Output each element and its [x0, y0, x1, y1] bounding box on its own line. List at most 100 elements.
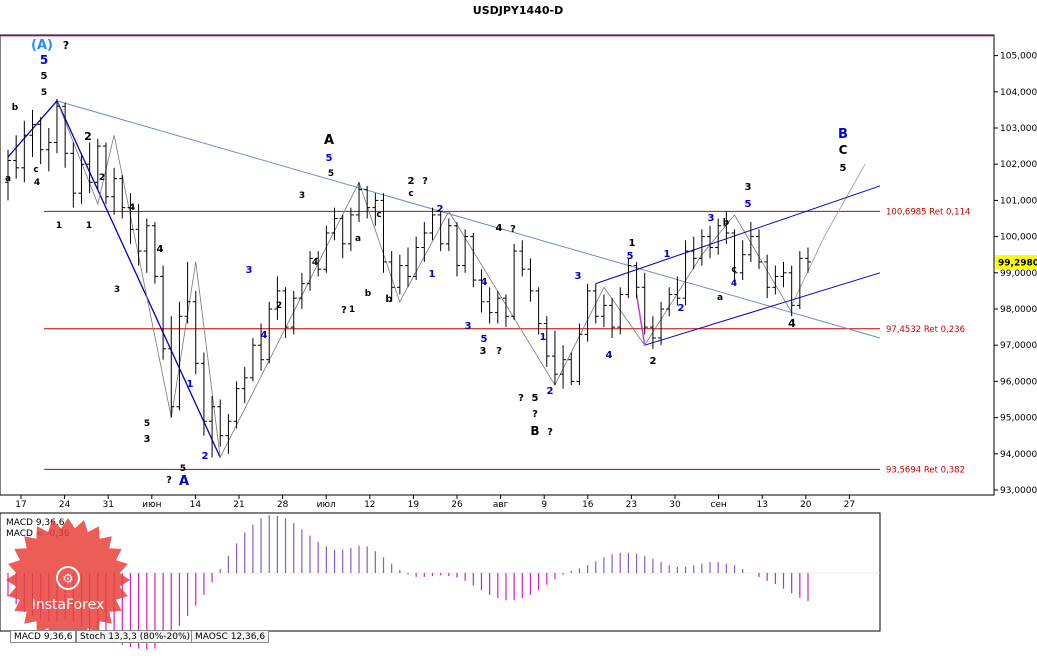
wave-label: 4	[261, 330, 268, 341]
tab-macd[interactable]: MACD 9,36,6	[10, 630, 77, 643]
x-tick-label: авг	[493, 500, 509, 510]
wave-label: 1	[629, 238, 636, 249]
wave-label: 5	[144, 419, 150, 429]
wave-label: b	[723, 218, 730, 228]
wave-label: 2	[650, 356, 657, 367]
indicator-tab-bar: MACD 9,36,6 Stoch 13,3,3 (80%-20%) MAOSC…	[0, 630, 1037, 644]
tab-stoch[interactable]: Stoch 13,3,3 (80%-20%)	[76, 630, 195, 643]
macd-label: MACD 9,36,6	[6, 518, 65, 528]
y-tick-label: 103,0000	[1000, 124, 1037, 134]
y-tick-label: 99,0000	[1000, 269, 1037, 279]
wave-label: A	[324, 133, 334, 148]
wave-label: 3	[745, 182, 752, 193]
wave-label: 1	[540, 332, 547, 343]
wave-label: C	[839, 143, 848, 157]
y-tick-label: 93,0000	[1000, 486, 1037, 496]
wave-label: b	[365, 289, 372, 299]
trend-line	[56, 100, 881, 339]
wave-label: 2	[408, 176, 415, 187]
wave-label: 1	[664, 249, 671, 260]
x-tick-label: июл	[317, 500, 336, 510]
x-tick-label: 13	[756, 500, 767, 510]
x-tick-label: 30	[669, 500, 681, 510]
x-tick-label: 17	[15, 500, 26, 510]
y-tick-label: 104,0000	[1000, 88, 1037, 98]
wave-label: 1	[56, 221, 62, 231]
x-tick-label: 19	[408, 500, 420, 510]
wave-label: b	[385, 294, 392, 305]
main-plot-frame	[0, 34, 995, 496]
x-tick-label: 24	[59, 500, 71, 510]
wave-label: 4	[312, 258, 318, 268]
wave-label: ?	[422, 176, 428, 187]
wave-label: c	[33, 165, 38, 175]
wave-label: ?	[166, 475, 172, 486]
wave-label: 2	[99, 173, 105, 183]
wave-label: 3	[708, 213, 715, 224]
wave-label: 3	[575, 271, 582, 282]
x-tick-label: 23	[626, 500, 637, 510]
wave-label: 5	[180, 464, 186, 474]
channel-lower	[644, 272, 881, 346]
wave-label: a	[717, 293, 723, 303]
wave-label: 4	[731, 279, 737, 289]
y-tick-label: 98,0000	[1000, 305, 1037, 315]
wave-label: ?	[496, 346, 502, 357]
wave-label: 4	[788, 317, 796, 330]
wave-label: 5	[745, 199, 752, 210]
wave-label: 2	[276, 301, 282, 311]
wave-label: 3	[246, 265, 253, 276]
wave-label: A	[179, 474, 189, 489]
wave-label: 4	[34, 178, 40, 188]
y-tick-label: 102,0000	[1000, 160, 1037, 170]
x-tick-label: сен	[710, 500, 726, 510]
y-tick-label: 96,0000	[1000, 377, 1037, 387]
wave-label: c	[408, 189, 413, 199]
instaforex-watermark: ⚙ InstaForex	[6, 518, 130, 642]
wave-label: 5	[627, 251, 634, 262]
wave-label: ?	[510, 224, 516, 235]
wave-label: 5	[41, 88, 47, 98]
wave-label: 2	[437, 204, 444, 215]
ret-level-label: 100,6985 Ret 0,114	[886, 207, 970, 217]
wave-label: 4	[157, 244, 164, 255]
x-tick-label: июн	[142, 500, 161, 510]
wave-label: 5	[40, 53, 48, 67]
x-tick-label: 20	[800, 500, 812, 510]
y-tick-label: 101,0000	[1000, 196, 1037, 206]
wave-label: c	[376, 210, 381, 220]
wave-label: 3	[465, 321, 472, 332]
wave-label: 4	[481, 277, 488, 288]
wave-label: 5	[326, 153, 333, 164]
magenta-marker	[635, 294, 646, 346]
ret-level-label: 93,5694 Ret 0,382	[886, 465, 965, 475]
wave-label: ?	[532, 409, 538, 420]
x-tick-label: 28	[277, 500, 289, 510]
tab-maosc[interactable]: MAOSC 12,36,6	[191, 630, 270, 643]
wave-label: 5	[840, 163, 847, 174]
wave-label: 4	[129, 203, 135, 213]
y-tick-label: 97,0000	[1000, 341, 1037, 351]
wave-label: 5	[41, 71, 48, 82]
x-tick-label: 14	[190, 500, 202, 510]
wave-label: ?	[518, 393, 524, 404]
wave-label: 5	[532, 393, 539, 404]
wave-label: b	[12, 103, 19, 113]
wave-label: 1	[429, 269, 436, 280]
channel-upper	[595, 185, 881, 285]
x-tick-label: 31	[102, 500, 113, 510]
wave-label: 2	[547, 386, 554, 397]
wave-label: 1	[187, 379, 194, 390]
wave-label: 1	[349, 305, 355, 315]
x-tick-label: 12	[364, 500, 375, 510]
watermark-text: InstaForex	[32, 597, 105, 613]
svg-text:⚙: ⚙	[62, 572, 74, 587]
wave-label: 3	[299, 191, 305, 201]
wave-label: a	[355, 234, 361, 244]
y-tick-label: 95,0000	[1000, 414, 1037, 424]
y-tick-label: 94,0000	[1000, 450, 1037, 460]
wave-label: a	[5, 174, 11, 184]
projection-line	[791, 164, 866, 306]
